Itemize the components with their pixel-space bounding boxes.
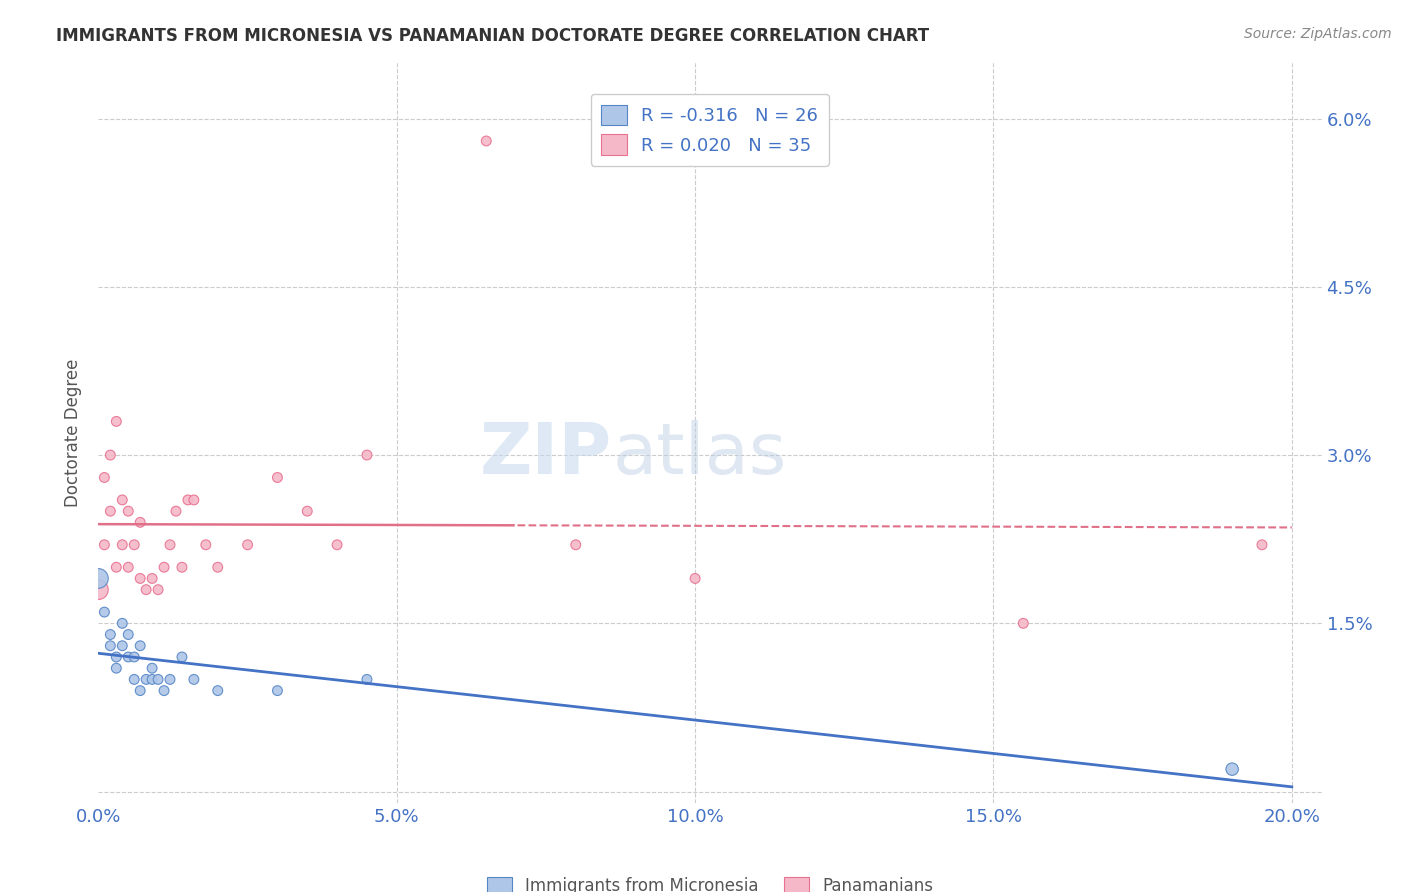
- Point: [87, 571, 110, 585]
- Point: [98, 448, 121, 462]
- Point: [141, 673, 163, 687]
- Point: [87, 582, 110, 597]
- Point: [141, 661, 163, 675]
- Point: [236, 538, 259, 552]
- Point: [105, 650, 128, 665]
- Point: [475, 134, 498, 148]
- Point: [1012, 616, 1035, 631]
- Point: [266, 470, 288, 484]
- Point: [111, 492, 134, 507]
- Point: [111, 538, 134, 552]
- Point: [1220, 762, 1243, 776]
- Point: [111, 639, 134, 653]
- Point: [177, 492, 200, 507]
- Point: [105, 560, 128, 574]
- Point: [98, 504, 121, 518]
- Point: [207, 560, 229, 574]
- Point: [93, 605, 115, 619]
- Point: [129, 639, 152, 653]
- Point: [93, 538, 115, 552]
- Point: [159, 538, 181, 552]
- Point: [183, 673, 205, 687]
- Point: [93, 470, 115, 484]
- Point: [129, 516, 152, 530]
- Point: [207, 683, 229, 698]
- Point: [129, 683, 152, 698]
- Y-axis label: Doctorate Degree: Doctorate Degree: [65, 359, 83, 507]
- Point: [356, 673, 378, 687]
- Point: [356, 448, 378, 462]
- Point: [170, 650, 193, 665]
- Point: [565, 538, 588, 552]
- Point: [135, 673, 157, 687]
- Point: [183, 492, 205, 507]
- Text: ZIP: ZIP: [479, 420, 612, 490]
- Text: Source: ZipAtlas.com: Source: ZipAtlas.com: [1244, 27, 1392, 41]
- Point: [129, 571, 152, 585]
- Point: [165, 504, 187, 518]
- Point: [117, 504, 139, 518]
- Text: atlas: atlas: [612, 420, 786, 490]
- Point: [98, 639, 121, 653]
- Point: [117, 560, 139, 574]
- Point: [153, 683, 176, 698]
- Point: [117, 627, 139, 641]
- Point: [194, 538, 217, 552]
- Point: [111, 616, 134, 631]
- Point: [122, 673, 145, 687]
- Point: [117, 650, 139, 665]
- Point: [326, 538, 349, 552]
- Point: [146, 673, 169, 687]
- Point: [170, 560, 193, 574]
- Point: [98, 627, 121, 641]
- Point: [266, 683, 288, 698]
- Text: IMMIGRANTS FROM MICRONESIA VS PANAMANIAN DOCTORATE DEGREE CORRELATION CHART: IMMIGRANTS FROM MICRONESIA VS PANAMANIAN…: [56, 27, 929, 45]
- Point: [683, 571, 706, 585]
- Point: [1251, 538, 1274, 552]
- Point: [135, 582, 157, 597]
- Point: [297, 504, 319, 518]
- Point: [146, 582, 169, 597]
- Point: [122, 650, 145, 665]
- Point: [153, 560, 176, 574]
- Point: [159, 673, 181, 687]
- Legend: R = -0.316   N = 26, R = 0.020   N = 35: R = -0.316 N = 26, R = 0.020 N = 35: [591, 94, 830, 166]
- Point: [105, 414, 128, 428]
- Point: [122, 538, 145, 552]
- Point: [105, 661, 128, 675]
- Point: [141, 571, 163, 585]
